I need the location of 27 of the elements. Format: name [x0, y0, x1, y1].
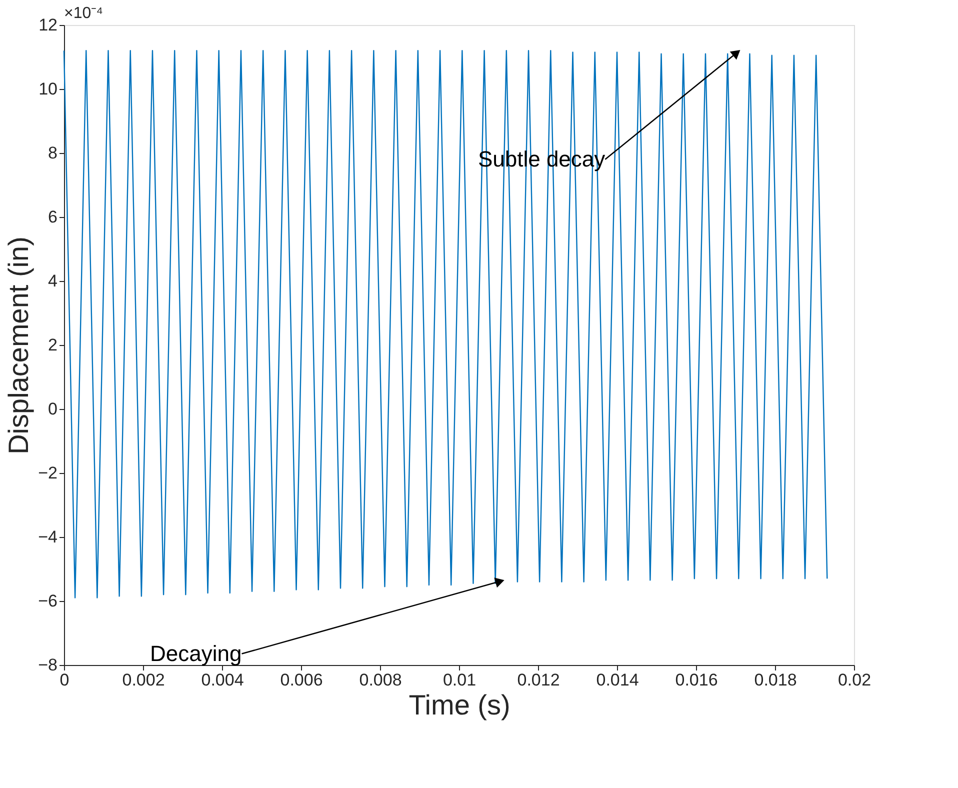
- x-tick-label: 0.014: [596, 670, 639, 690]
- y-tick-label: 4: [48, 272, 58, 290]
- x-tick-label: 0.02: [838, 670, 872, 690]
- y-tick-label: 10: [38, 80, 58, 98]
- y-tick-label: 6: [48, 208, 58, 226]
- y-axis-title: Displacement (in): [3, 236, 34, 454]
- x-tick-label: 0.018: [754, 670, 797, 690]
- y-tick-label: −6: [38, 592, 58, 610]
- y-tick-label: −2: [38, 464, 58, 482]
- text: ×10⁻⁴: [64, 5, 104, 22]
- y-tick-label: 0: [48, 400, 58, 418]
- y-tick-label: −8: [38, 656, 58, 674]
- y-tick-label: −4: [38, 528, 58, 546]
- x-tick-label: 0.006: [280, 670, 323, 690]
- line-series: [63, 50, 828, 598]
- x-tick-label: 0.004: [201, 670, 244, 690]
- x-axis-title: Time (s): [408, 690, 510, 720]
- x-tick-label: 0.008: [359, 670, 402, 690]
- x-tick-label: 0: [60, 670, 70, 690]
- annotation: Decaying: [150, 640, 242, 666]
- x-tick-label: 0.002: [122, 670, 165, 690]
- x-tick-label: 0.016: [675, 670, 718, 690]
- y-tick-label: 8: [48, 144, 58, 162]
- y-tick-label: 12: [38, 16, 58, 34]
- x-tick-label: 0.01: [442, 670, 476, 690]
- x-tick-label: 0.012: [517, 670, 560, 690]
- y-tick-label: 2: [48, 336, 58, 354]
